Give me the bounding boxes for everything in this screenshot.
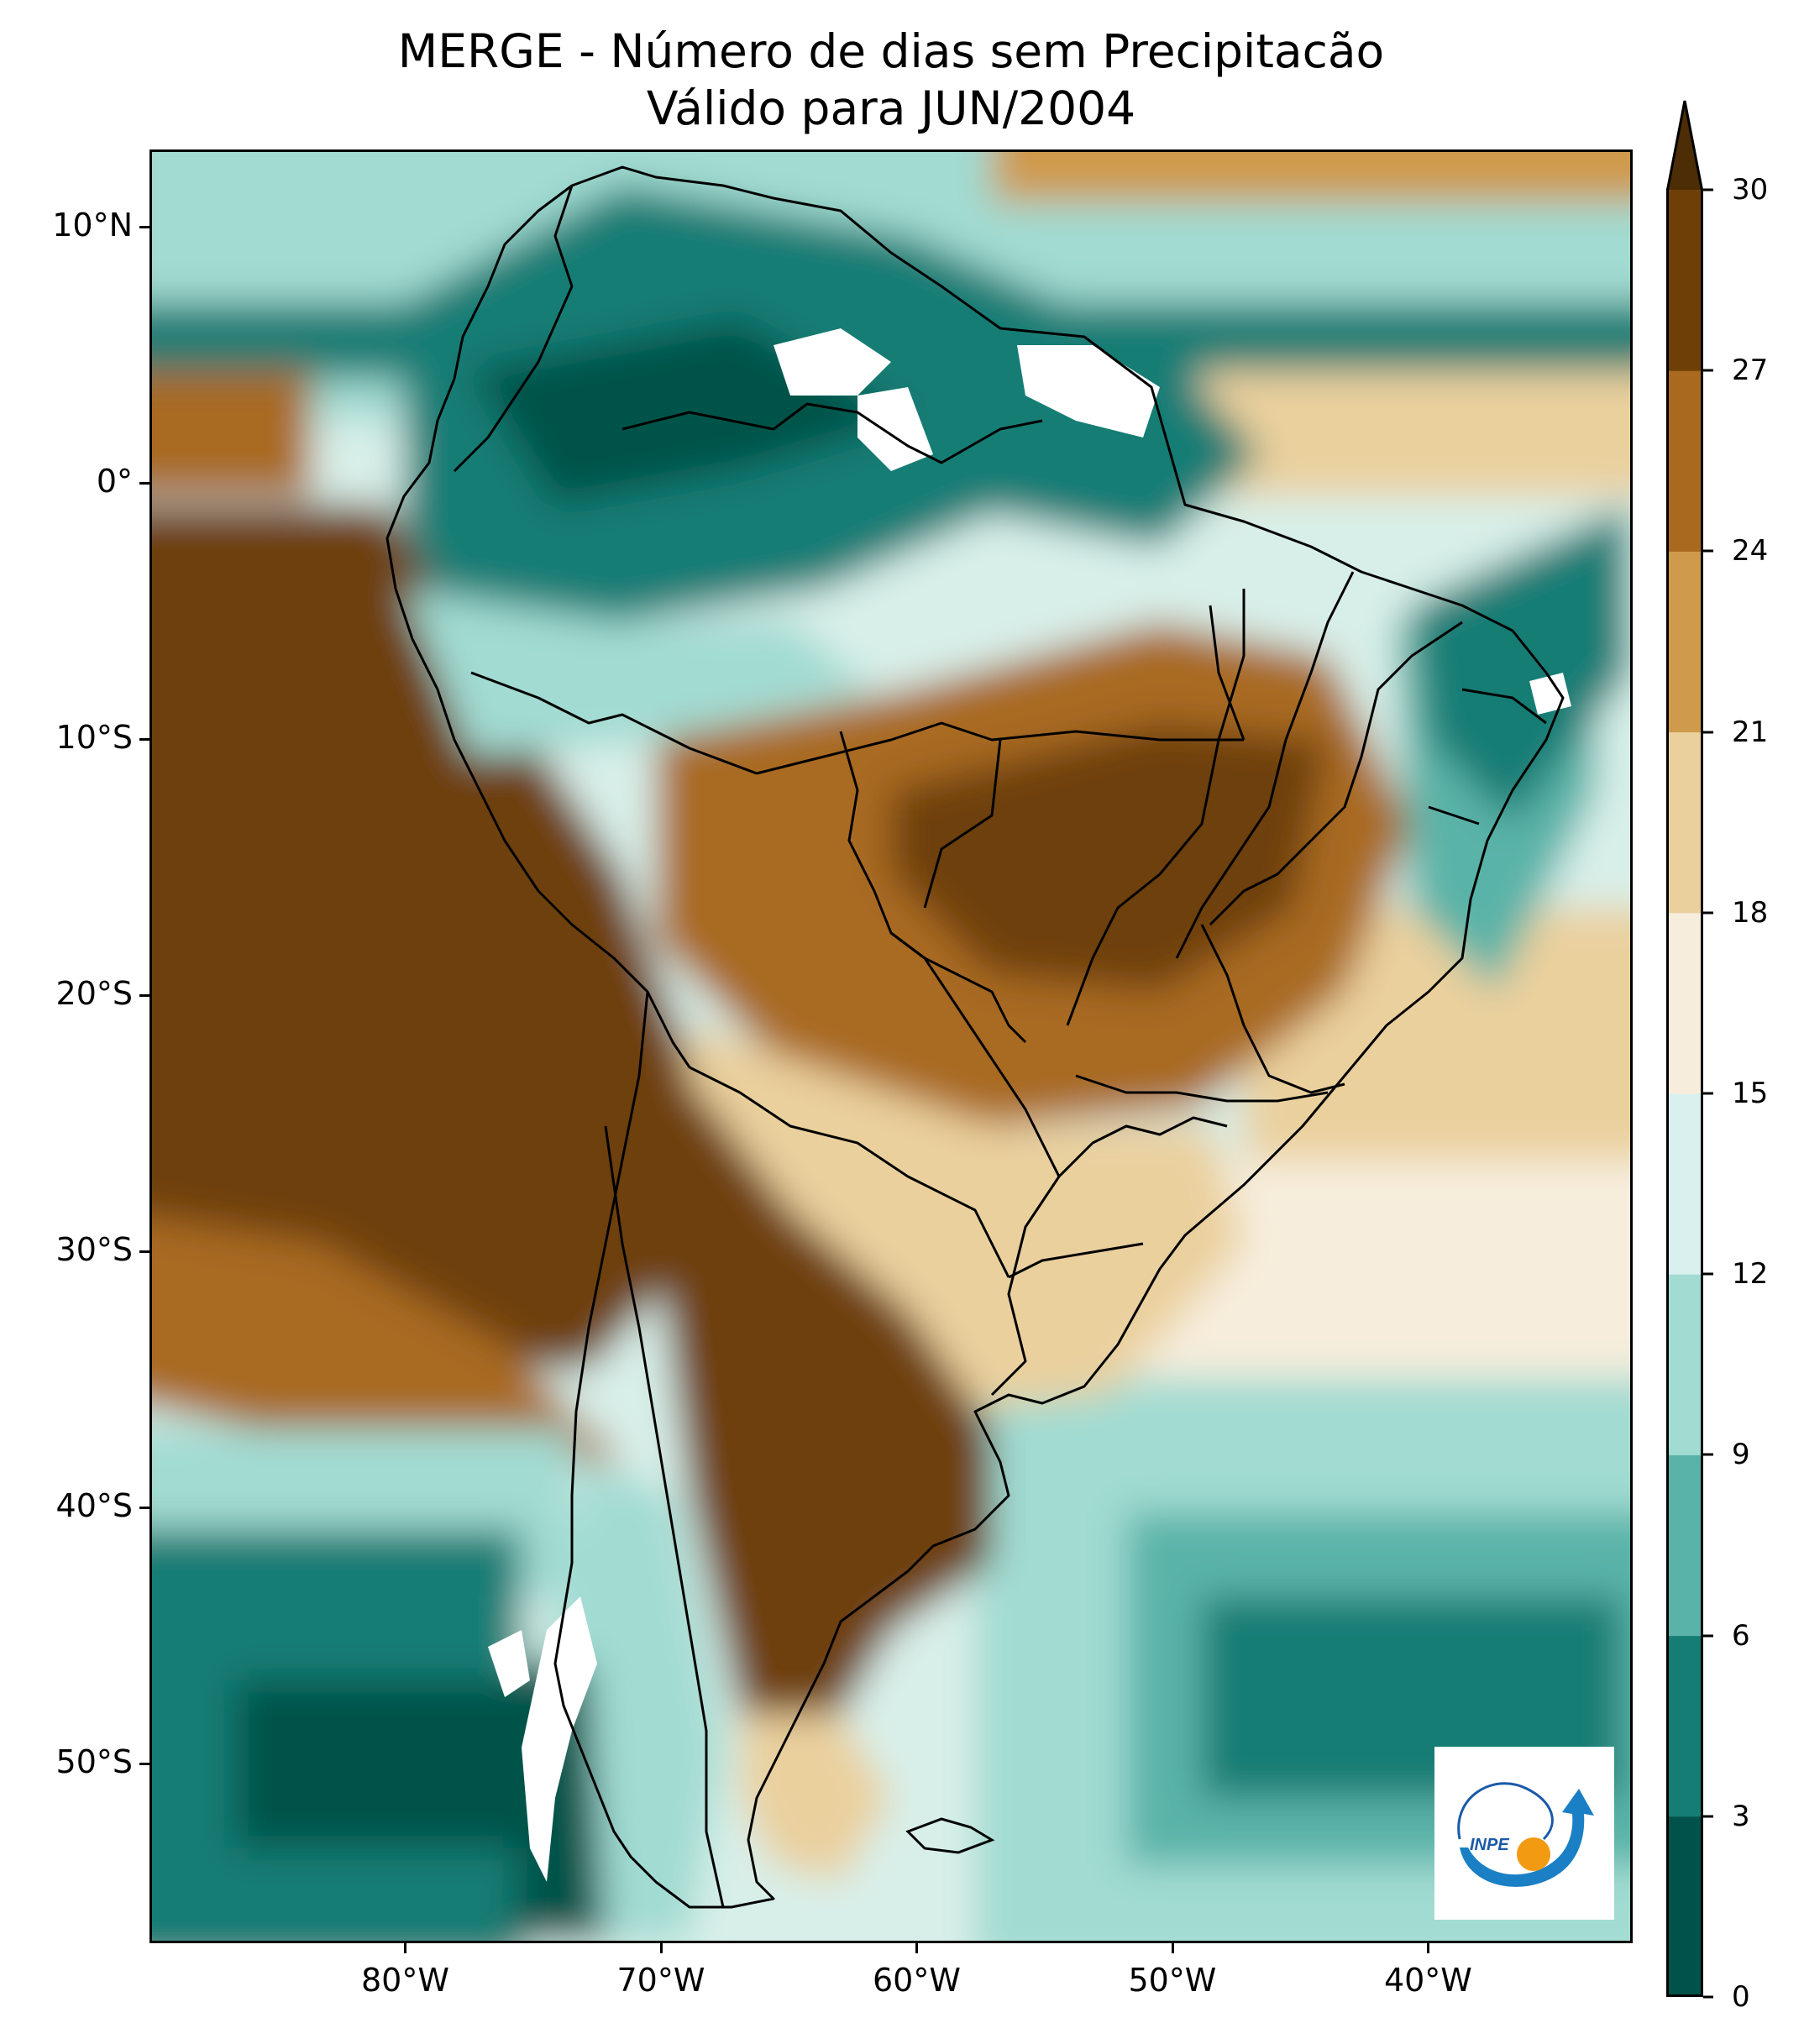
colorbar-tick-label: 21 xyxy=(1732,715,1769,749)
colorbar xyxy=(1666,100,1703,1997)
colorbar-tick-mark xyxy=(1703,1272,1713,1276)
colorbar-tick-mark xyxy=(1703,1815,1713,1818)
lat-tick-label: 30°S xyxy=(55,1231,133,1269)
colorbar-tick-label: 27 xyxy=(1732,354,1769,388)
colorbar-tick-label: 6 xyxy=(1732,1618,1750,1653)
colorbar-segment xyxy=(1666,912,1703,1094)
colorbar-tick-label: 9 xyxy=(1732,1438,1750,1472)
lat-tick-label: 10°S xyxy=(55,718,133,756)
map-area xyxy=(149,149,1633,1943)
lat-tick-mark xyxy=(139,481,149,485)
colorbar-tick-mark xyxy=(1703,911,1713,915)
lat-tick-label: 0° xyxy=(96,462,133,500)
colorbar-tick-mark xyxy=(1703,1634,1713,1638)
lat-tick-mark xyxy=(139,1763,149,1766)
colorbar-segment xyxy=(1666,1274,1703,1455)
no-data-patches xyxy=(488,328,1571,1882)
colorbar-tick-mark xyxy=(1703,369,1713,372)
lat-tick-mark xyxy=(139,993,149,997)
lat-tick-label: 10°N xyxy=(52,206,133,244)
inpe-logo: INPE xyxy=(1434,1747,1614,1920)
colorbar-tick-mark xyxy=(1703,188,1713,191)
inpe-logo-text: INPE xyxy=(1470,1836,1509,1854)
lat-tick-label: 50°S xyxy=(55,1743,133,1781)
colorbar-extend-arrow xyxy=(1666,101,1703,190)
colorbar-tick-label: 18 xyxy=(1732,895,1769,930)
lon-tick-label: 70°W xyxy=(616,1962,705,1999)
lon-tick-mark xyxy=(1427,1943,1430,1953)
colorbar-tick-mark xyxy=(1703,1453,1713,1456)
map-title-line-2: Válido para JUN/2004 xyxy=(646,81,1136,135)
island-outlines xyxy=(905,1817,995,1854)
colorbar-tick-mark xyxy=(1703,1995,1713,1999)
lon-tick-label: 40°W xyxy=(1383,1962,1472,1999)
colorbar-outline xyxy=(1666,100,1703,1997)
lon-tick-mark xyxy=(1171,1943,1174,1953)
colorbar-tick-label: 0 xyxy=(1732,1980,1750,2014)
colorbar-tick-label: 24 xyxy=(1732,534,1769,569)
colorbar-tick-mark xyxy=(1703,731,1713,734)
colorbar-segment xyxy=(1666,1093,1703,1275)
colorbar-tick-label: 30 xyxy=(1732,173,1769,207)
inpe-logo-graphic xyxy=(1457,1782,1594,1887)
lat-tick-mark xyxy=(139,225,149,228)
lat-tick-mark xyxy=(139,1507,149,1510)
colorbar-tick-label: 12 xyxy=(1732,1257,1769,1292)
lat-tick-label: 40°S xyxy=(55,1487,133,1525)
lon-tick-mark xyxy=(659,1943,663,1953)
lat-tick-mark xyxy=(139,737,149,741)
colorbar-segment xyxy=(1666,1816,1703,1997)
colorbar-segment xyxy=(1666,551,1703,733)
colorbar-segment xyxy=(1666,731,1703,914)
colorbar-segment xyxy=(1666,190,1703,371)
lon-tick-label: 80°W xyxy=(361,1962,449,1999)
colorbar-tick-mark xyxy=(1703,1092,1713,1095)
colorbar-segment xyxy=(1666,370,1703,552)
map-title-line-1: MERGE - Número de dias sem Precipitacão xyxy=(397,24,1385,78)
lon-tick-label: 60°W xyxy=(872,1962,961,1999)
colorbar-tick-mark xyxy=(1703,549,1713,553)
lon-tick-mark xyxy=(915,1943,919,1953)
precipitation-map xyxy=(152,152,1630,1941)
lon-tick-mark xyxy=(404,1943,407,1953)
colorbar-segment xyxy=(1666,1454,1703,1637)
coastline-and-borders xyxy=(385,165,1565,1909)
colorbar-tick-label: 15 xyxy=(1732,1077,1769,1110)
lat-tick-mark xyxy=(139,1250,149,1254)
lat-tick-label: 20°S xyxy=(55,974,133,1012)
colorbar-tick-label: 3 xyxy=(1732,1799,1750,1833)
lon-tick-label: 50°W xyxy=(1128,1962,1217,1999)
colorbar-segment xyxy=(1666,1635,1703,1817)
